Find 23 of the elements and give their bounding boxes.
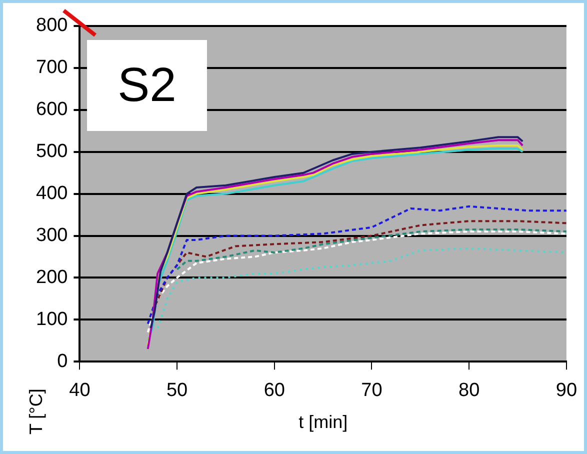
x-tick-label: 80 bbox=[458, 380, 480, 402]
y-tick-label: 400 bbox=[36, 183, 68, 204]
y-axis-title: T [°C] bbox=[26, 388, 46, 435]
x-tick-label: 50 bbox=[166, 380, 188, 402]
annotation: S2 bbox=[87, 40, 207, 131]
x-tick-label: 90 bbox=[556, 380, 578, 402]
x-tick-label: 70 bbox=[361, 380, 382, 402]
y-tick-label: 800 bbox=[36, 15, 68, 36]
line-series bbox=[146, 230, 566, 334]
line-series bbox=[152, 220, 566, 312]
x-tick-label: 40 bbox=[69, 380, 90, 402]
y-tick-label: 300 bbox=[36, 224, 68, 246]
y-tick-label: 700 bbox=[36, 57, 68, 78]
y-tick-label: 600 bbox=[36, 99, 68, 120]
line-series bbox=[156, 247, 566, 330]
y-tick-label: 500 bbox=[36, 141, 68, 162]
line-series bbox=[146, 205, 566, 325]
x-axis-title: t [min] bbox=[298, 412, 348, 432]
line-series bbox=[176, 228, 566, 270]
y-tick-label: 0 bbox=[57, 350, 68, 372]
y-tick-label: 100 bbox=[36, 308, 68, 330]
x-tick-label: 60 bbox=[264, 380, 285, 402]
y-tick-label: 200 bbox=[36, 266, 68, 288]
